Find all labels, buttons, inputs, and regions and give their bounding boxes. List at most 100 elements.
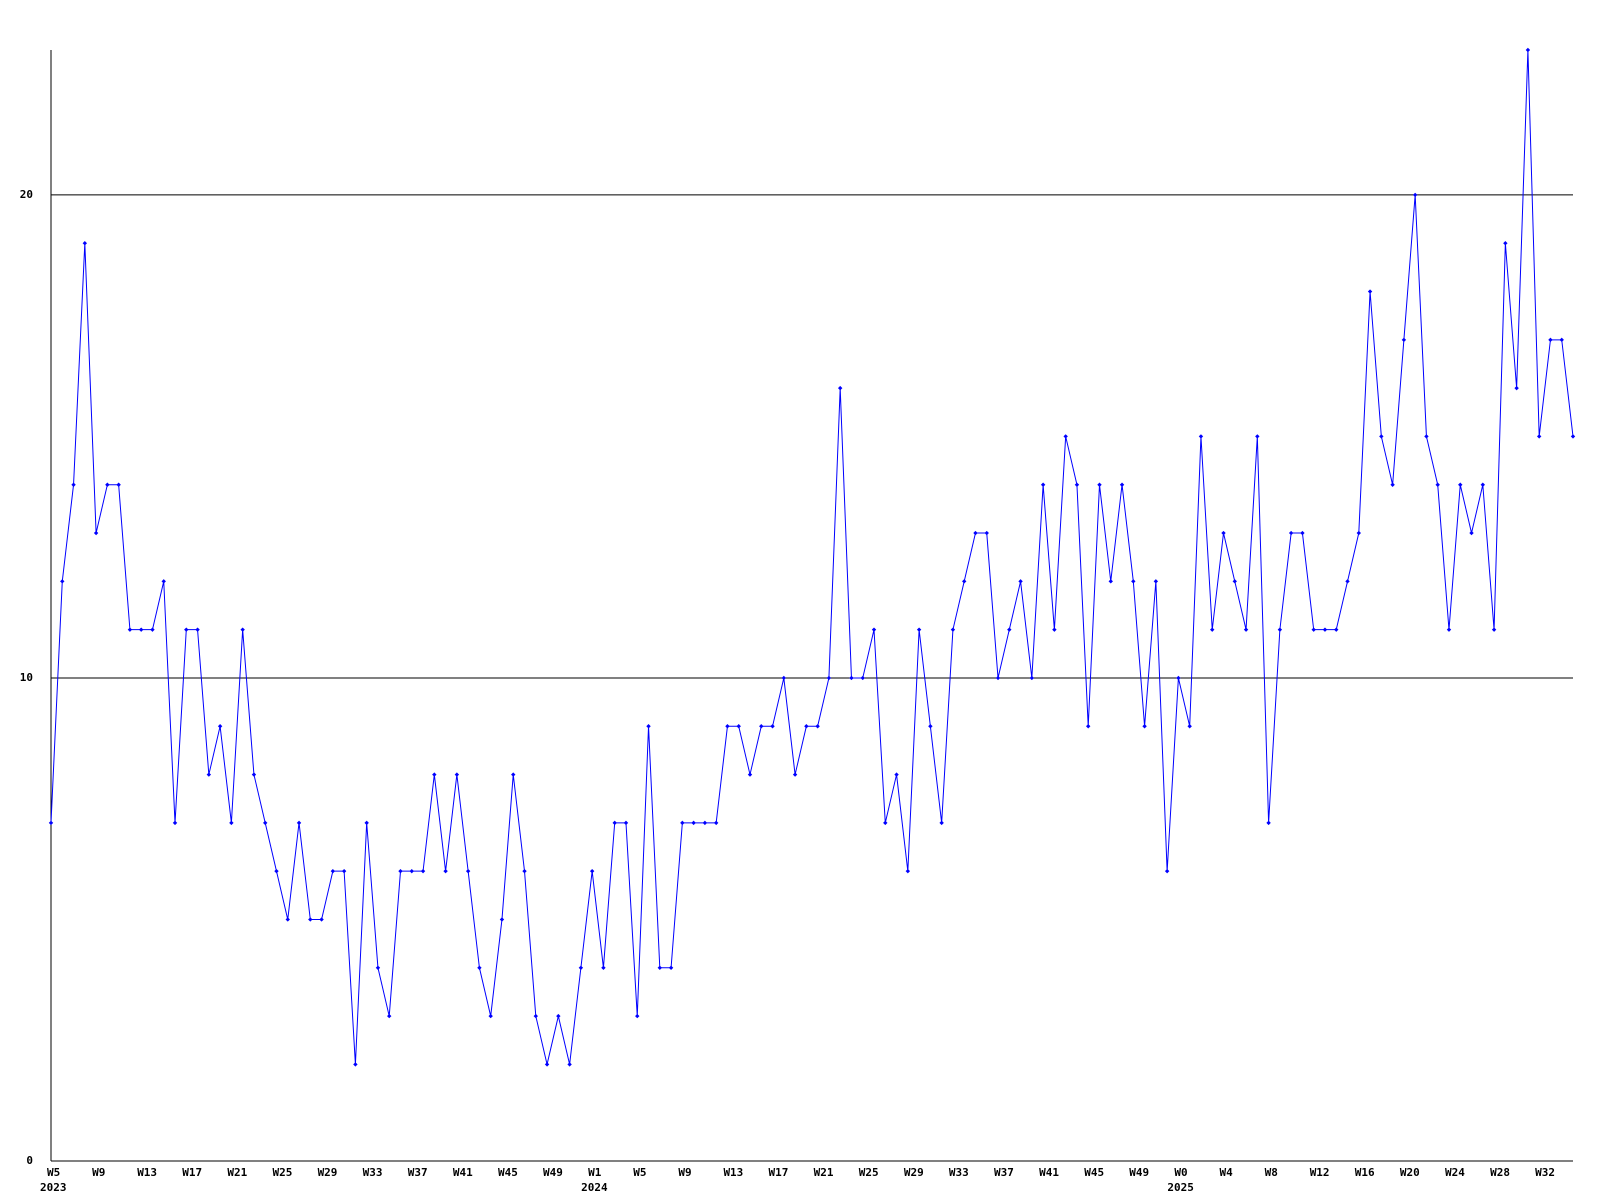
- data-point: [364, 820, 369, 826]
- x-tick-label: W21: [227, 1166, 247, 1179]
- data-point: [1266, 820, 1271, 826]
- data-point: [1221, 530, 1226, 536]
- data-point: [1131, 579, 1136, 584]
- data-point: [623, 820, 629, 826]
- data-point: [702, 820, 708, 826]
- x-tick-label: W1: [588, 1166, 602, 1179]
- data-point: [1514, 385, 1519, 391]
- data-point: [849, 675, 854, 681]
- data-point: [1446, 627, 1452, 632]
- data-point: [330, 868, 336, 874]
- data-point: [905, 868, 911, 874]
- y-tick-label: 20: [20, 188, 33, 201]
- data-point: [1074, 482, 1080, 487]
- x-tick-label: W33: [949, 1166, 969, 1179]
- data-point: [1040, 482, 1046, 487]
- x-tick-label: W25: [272, 1166, 292, 1179]
- data-point: [1536, 434, 1542, 439]
- data-point: [646, 724, 651, 729]
- data-point: [894, 772, 899, 777]
- x-tick-label: W13: [137, 1166, 157, 1179]
- x-tick-label: W9: [678, 1166, 691, 1179]
- data-point: [860, 675, 865, 681]
- data-point: [1390, 482, 1395, 487]
- data-point: [1559, 337, 1564, 343]
- data-point: [883, 820, 888, 826]
- data-point: [916, 627, 922, 632]
- data-point: [1458, 482, 1463, 487]
- data-point: [465, 868, 471, 874]
- data-point: [285, 917, 290, 922]
- data-point: [398, 868, 403, 874]
- data-point: [984, 530, 989, 536]
- y-tick-label: 0: [26, 1154, 33, 1167]
- x-year-label: 2023: [40, 1181, 67, 1194]
- data-point: [612, 820, 617, 826]
- data-point: [939, 820, 944, 826]
- data-point: [1097, 482, 1102, 487]
- data-point: [973, 530, 978, 536]
- data-point: [511, 772, 516, 777]
- x-tick-label: W45: [1084, 1166, 1104, 1179]
- data-point: [1198, 434, 1204, 439]
- data-point: [1210, 627, 1215, 632]
- data-point: [1345, 579, 1350, 584]
- data-point: [1018, 579, 1023, 584]
- data-line: [50, 49, 1574, 1065]
- x-tick-label: W16: [1355, 1166, 1375, 1179]
- data-point: [184, 627, 189, 632]
- data-point: [928, 724, 933, 729]
- data-point: [1334, 627, 1339, 632]
- data-point: [1164, 868, 1170, 874]
- x-tick-label: W5: [633, 1166, 646, 1179]
- x-tick-label: W17: [182, 1166, 202, 1179]
- data-point: [1356, 530, 1361, 536]
- data-point: [1570, 434, 1576, 439]
- x-tick-label: W12: [1310, 1166, 1330, 1179]
- data-point: [736, 724, 741, 729]
- data-point: [1367, 289, 1373, 294]
- data-point: [375, 965, 381, 970]
- data-point: [1322, 627, 1328, 632]
- data-point: [409, 868, 414, 874]
- x-tick-label: W0: [1174, 1166, 1187, 1179]
- data-point: [420, 868, 426, 874]
- data-point: [150, 627, 155, 632]
- data-point: [680, 820, 685, 826]
- data-point: [1255, 434, 1260, 439]
- data-point: [1435, 482, 1440, 487]
- data-point: [589, 868, 595, 874]
- x-tick-label: W41: [1039, 1166, 1059, 1179]
- data-point: [837, 385, 843, 391]
- data-point: [432, 772, 437, 777]
- data-point: [601, 965, 606, 970]
- data-point: [871, 627, 877, 632]
- data-point: [781, 675, 787, 681]
- data-point: [725, 724, 730, 729]
- data-point: [522, 868, 527, 874]
- x-year-label: 2025: [1167, 1181, 1194, 1194]
- x-tick-label: W21: [814, 1166, 834, 1179]
- data-point: [691, 820, 696, 826]
- data-point: [138, 627, 144, 632]
- x-tick-label: W41: [453, 1166, 473, 1179]
- data-point: [759, 724, 764, 729]
- data-point: [533, 1013, 538, 1019]
- data-point: [578, 965, 584, 970]
- data-point: [82, 241, 88, 246]
- data-point: [713, 820, 719, 826]
- data-point: [567, 1062, 572, 1067]
- data-point: [792, 772, 798, 777]
- data-point: [995, 675, 1001, 681]
- data-point: [251, 772, 257, 777]
- x-tick-label: W29: [318, 1166, 338, 1179]
- data-point: [556, 1013, 561, 1019]
- data-point: [308, 917, 313, 922]
- data-point: [48, 820, 54, 826]
- data-point: [195, 627, 200, 632]
- data-point: [1491, 627, 1497, 632]
- data-point: [1029, 675, 1035, 681]
- y-tick-label: 10: [20, 671, 33, 684]
- data-point: [60, 579, 65, 584]
- data-point: [1108, 579, 1113, 584]
